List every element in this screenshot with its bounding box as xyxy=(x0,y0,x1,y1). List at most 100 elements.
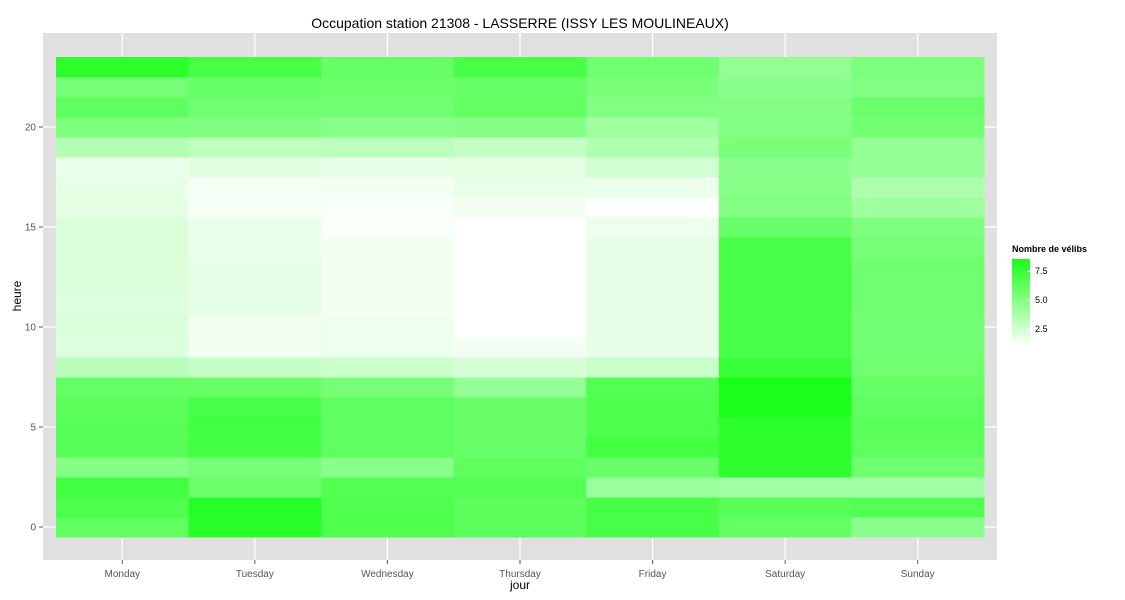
heatmap-cell xyxy=(188,337,322,358)
heatmap-cell xyxy=(851,157,985,178)
legend-tick-mark xyxy=(1027,329,1030,331)
heatmap-cell xyxy=(321,377,455,398)
heatmap-cell xyxy=(453,477,587,498)
heatmap-cell xyxy=(56,177,190,198)
heatmap-cell xyxy=(321,57,455,78)
heatmap-cell xyxy=(851,237,985,258)
heatmap-cell xyxy=(56,377,190,398)
color-legend: Nombre de vélibs 2.5 5.0 7.5 xyxy=(1012,244,1112,349)
heatmap-cell xyxy=(188,517,322,538)
heatmap-cell xyxy=(586,477,720,498)
heatmap-cell xyxy=(586,297,720,318)
heatmap-cell xyxy=(851,217,985,238)
heatmap-cell xyxy=(586,137,720,158)
heatmap-cell xyxy=(586,77,720,98)
heatmap-cell xyxy=(453,517,587,538)
heatmap-cell xyxy=(321,257,455,278)
heatmap-cell xyxy=(453,257,587,278)
heatmap-cell xyxy=(56,397,190,418)
y-tick-label: 5 xyxy=(30,423,36,434)
heatmap-cell xyxy=(851,277,985,298)
y-axis-ticks: 0 5 10 15 20 xyxy=(25,123,43,534)
heatmap-cell xyxy=(586,517,720,538)
heatmap-cell xyxy=(453,217,587,238)
heatmap-cell xyxy=(321,77,455,98)
heatmap-cell xyxy=(453,297,587,318)
heatmap-cell xyxy=(586,177,720,198)
heatmap-cell xyxy=(586,497,720,518)
heatmap-cell xyxy=(453,157,587,178)
heatmap-cell xyxy=(188,237,322,258)
heatmap-cell xyxy=(56,317,190,338)
x-tick-label: Friday xyxy=(639,569,667,580)
heatmap-cell xyxy=(586,57,720,78)
heatmap-cell xyxy=(718,337,852,358)
heatmap-cell xyxy=(586,277,720,298)
x-tick-label: Wednesday xyxy=(361,569,414,580)
heatmap-cell xyxy=(188,117,322,138)
heatmap-cell xyxy=(56,57,190,78)
y-tick-label: 15 xyxy=(25,223,37,234)
heatmap-cell xyxy=(851,357,985,378)
heatmap-cell xyxy=(718,297,852,318)
heatmap-cell xyxy=(586,237,720,258)
heatmap-cell xyxy=(56,117,190,138)
heatmap-cell xyxy=(321,397,455,418)
heatmap-cell xyxy=(586,457,720,478)
x-tick-label: Tuesday xyxy=(236,569,274,580)
heatmap-cell xyxy=(851,77,985,98)
heatmap-cell xyxy=(453,397,587,418)
heatmap-cell xyxy=(453,117,587,138)
legend-tick-mark xyxy=(1027,300,1030,302)
heatmap-cell xyxy=(321,197,455,218)
heatmap-cell xyxy=(718,317,852,338)
heatmap-cell xyxy=(718,457,852,478)
legend-title: Nombre de vélibs xyxy=(1012,244,1088,254)
heatmap-cell xyxy=(851,317,985,338)
heatmap-cell xyxy=(188,157,322,178)
heatmap-cell xyxy=(188,377,322,398)
heatmap-cell xyxy=(851,397,985,418)
heatmap-cell xyxy=(718,497,852,518)
heatmap-cell xyxy=(851,497,985,518)
legend-tick-label: 5.0 xyxy=(1035,295,1048,306)
heatmap-cell xyxy=(56,97,190,118)
heatmap-cell xyxy=(188,317,322,338)
heatmap-cell xyxy=(321,437,455,458)
heatmap-cell xyxy=(453,437,587,458)
heatmap-cell xyxy=(453,497,587,518)
heatmap-cell xyxy=(453,77,587,98)
heatmap-cell xyxy=(453,277,587,298)
heatmap-cell xyxy=(56,297,190,318)
heatmap-cell xyxy=(188,57,322,78)
heatmap-cell xyxy=(188,477,322,498)
heatmap-cell xyxy=(453,377,587,398)
x-tick-label: Saturday xyxy=(765,569,805,580)
heatmap-cell xyxy=(851,117,985,138)
heatmap-cell xyxy=(453,417,587,438)
heatmap-cell xyxy=(188,197,322,218)
heatmap-cell xyxy=(586,257,720,278)
heatmap-cell xyxy=(321,217,455,238)
heatmap-cell xyxy=(188,497,322,518)
heatmap-cell xyxy=(718,377,852,398)
heatmap-cell xyxy=(851,97,985,118)
heatmap-cell xyxy=(718,477,852,498)
heatmap-cell xyxy=(718,137,852,158)
heatmap-cell xyxy=(851,337,985,358)
heatmap-cell xyxy=(718,417,852,438)
heatmap-cell xyxy=(188,457,322,478)
heatmap-cell xyxy=(586,217,720,238)
heatmap-cell xyxy=(321,517,455,538)
heatmap-cell xyxy=(718,517,852,538)
chart-title: Occupation station 21308 - LASSERRE (ISS… xyxy=(311,15,729,31)
heatmap-cell xyxy=(851,57,985,78)
heatmap-cell xyxy=(321,237,455,258)
heatmap-cell xyxy=(453,97,587,118)
heatmap-cell xyxy=(586,397,720,418)
heatmap-cell xyxy=(56,457,190,478)
heatmap-cell xyxy=(188,437,322,458)
heatmap-cell xyxy=(321,177,455,198)
legend-tick-mark xyxy=(1027,270,1030,272)
legend-tick-label: 7.5 xyxy=(1035,265,1048,276)
